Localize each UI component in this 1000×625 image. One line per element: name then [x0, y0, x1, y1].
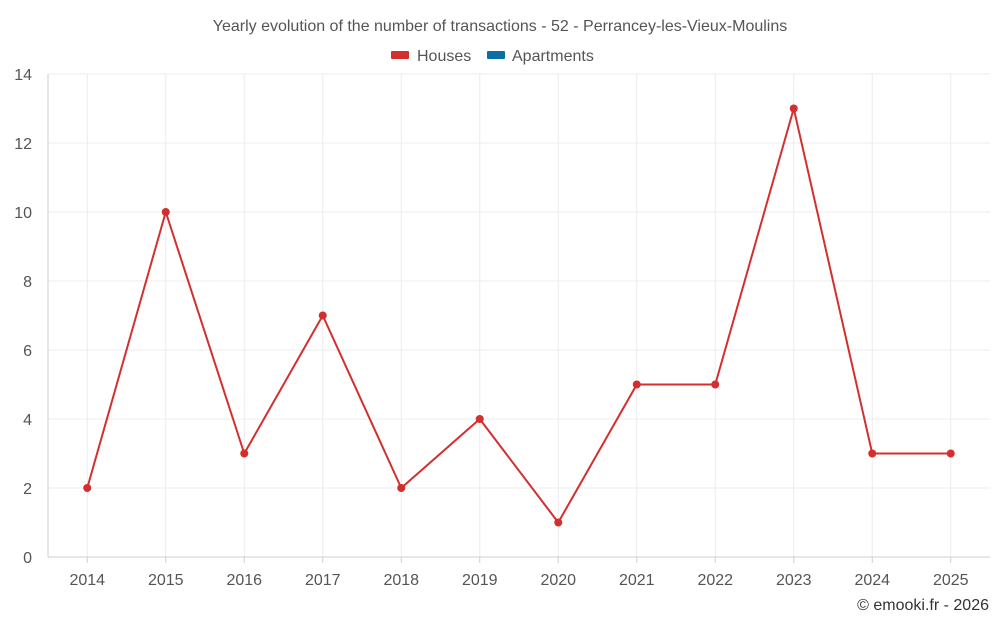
- legend-swatch-apartments: [487, 51, 505, 59]
- x-tick-label: 2015: [148, 572, 184, 589]
- x-axis-ticks: 2014 2015 2016 2017 2018 2019 2020 2021 2022 2023…: [69, 572, 968, 589]
- x-tick-label: 2021: [619, 572, 655, 589]
- x-tick-label: 2022: [697, 572, 733, 589]
- y-tick-label: 4: [23, 412, 32, 429]
- houses-point-2023[interactable]: [789, 104, 798, 113]
- x-tick-label: 2017: [305, 572, 341, 589]
- houses-point-2017[interactable]: [318, 311, 327, 320]
- houses-point-2025[interactable]: [946, 449, 955, 458]
- y-tick-label: 12: [14, 136, 32, 153]
- y-axis-ticks: 0 2 4 6 8 10 12 14: [14, 67, 32, 567]
- x-tick-label: 2019: [462, 572, 498, 589]
- x-tick-label: 2014: [69, 572, 105, 589]
- houses-point-2024[interactable]: [868, 449, 877, 458]
- legend: Houses Apartments: [391, 48, 594, 65]
- houses-point-2022[interactable]: [711, 380, 720, 389]
- credit-text: © emooki.fr - 2026: [857, 597, 989, 614]
- y-tick-label: 10: [14, 205, 32, 222]
- x-tick-label: 2018: [383, 572, 419, 589]
- y-tick-label: 14: [14, 67, 32, 84]
- y-tick-label: 0: [23, 550, 32, 567]
- houses-point-2015[interactable]: [161, 208, 170, 216]
- x-tick-label: 2025: [933, 572, 969, 589]
- x-tick-label: 2016: [226, 572, 262, 589]
- legend-item-apartments[interactable]: Apartments: [487, 48, 594, 65]
- y-tick-label: 8: [23, 274, 32, 291]
- houses-point-2018[interactable]: [397, 484, 406, 492]
- series-houses: [83, 104, 955, 527]
- houses-point-2019[interactable]: [475, 415, 484, 423]
- houses-line: [86, 107, 951, 524]
- houses-point-2016[interactable]: [240, 449, 249, 458]
- chart-title: Yearly evolution of the number of transa…: [213, 18, 788, 35]
- x-tick-label: 2024: [854, 572, 890, 589]
- legend-item-houses[interactable]: Houses: [391, 48, 471, 65]
- x-tick-label: 2023: [776, 572, 812, 589]
- gridlines: [48, 73, 990, 557]
- legend-label-houses: Houses: [417, 48, 471, 65]
- y-tick-label: 6: [23, 343, 32, 360]
- legend-label-apartments: Apartments: [512, 48, 594, 65]
- axes: [47, 74, 990, 563]
- x-tick-label: 2020: [540, 572, 576, 589]
- legend-swatch-houses: [391, 51, 409, 59]
- y-tick-label: 2: [23, 481, 32, 498]
- houses-point-2020[interactable]: [554, 518, 563, 527]
- houses-point-2021[interactable]: [632, 380, 641, 389]
- houses-point-2014[interactable]: [83, 484, 92, 492]
